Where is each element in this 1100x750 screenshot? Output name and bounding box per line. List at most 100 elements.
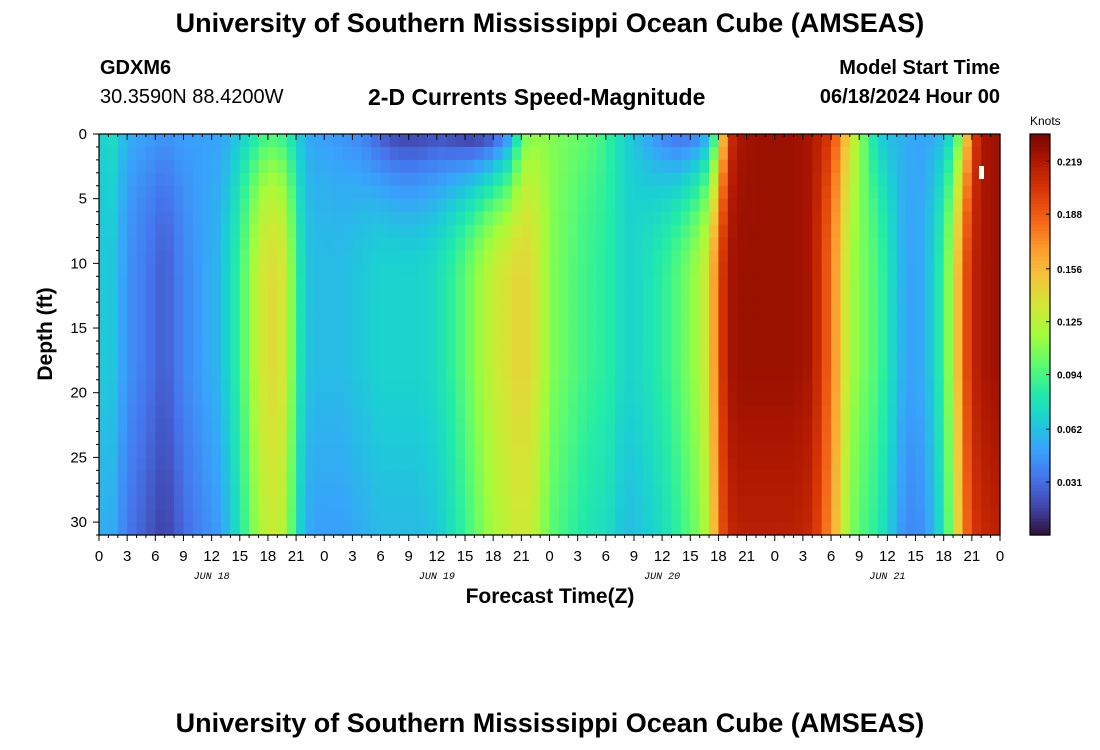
colorbar-band	[1030, 464, 1050, 469]
colorbar-band	[1030, 408, 1050, 412]
heatmap-cell	[502, 522, 513, 536]
heatmap-cell	[962, 444, 973, 458]
heatmap-cell	[314, 276, 325, 290]
heatmap-cell	[990, 134, 1001, 148]
heatmap-cell	[446, 457, 457, 471]
heatmap-cell	[258, 276, 269, 290]
heatmap-cell	[680, 366, 691, 381]
heatmap-cell	[943, 224, 954, 239]
heatmap-cell	[174, 405, 185, 420]
heatmap-cell	[652, 496, 663, 510]
heatmap-cell	[746, 328, 757, 342]
heatmap-cell	[530, 405, 541, 420]
heatmap-cell	[108, 379, 119, 394]
heatmap-cell	[596, 522, 607, 536]
heatmap-cell	[530, 237, 541, 252]
heatmap-cell	[981, 431, 992, 446]
heatmap-cell	[145, 470, 156, 484]
heatmap-cell	[99, 444, 109, 458]
heatmap-cell	[671, 444, 682, 458]
heatmap-cell	[727, 340, 738, 355]
heatmap-cell	[633, 392, 644, 407]
heatmap-cell	[849, 224, 860, 239]
heatmap-cell	[680, 431, 691, 446]
heatmap-cell	[361, 328, 372, 342]
heatmap-cell	[709, 392, 720, 407]
heatmap-cell	[953, 522, 964, 536]
heatmap-cell	[202, 146, 213, 161]
heatmap-cell	[483, 237, 494, 252]
heatmap-cell	[596, 483, 607, 497]
heatmap-cell	[784, 522, 795, 536]
heatmap-cell	[230, 353, 241, 368]
heatmap-cell	[493, 276, 504, 290]
heatmap-cell	[333, 483, 344, 497]
heatmap-cell	[699, 263, 710, 277]
heatmap-cell	[793, 340, 804, 355]
heatmap-cell	[258, 146, 269, 161]
heatmap-cell	[343, 483, 354, 497]
heatmap-cell	[174, 522, 185, 536]
heatmap-cell	[990, 315, 1001, 329]
heatmap-cell	[784, 457, 795, 471]
heatmap-cell	[587, 250, 598, 264]
heatmap-cell	[399, 237, 410, 252]
heatmap-cell	[371, 509, 382, 523]
colorbar-band	[1030, 411, 1050, 416]
heatmap-cell	[596, 172, 607, 187]
heatmap-cell	[709, 522, 720, 536]
heatmap-cell	[906, 250, 917, 264]
heatmap-cell	[662, 224, 673, 239]
heatmap-cell	[249, 392, 260, 407]
heatmap-cell	[314, 340, 325, 355]
heatmap-cell	[343, 366, 354, 381]
heatmap-cell	[502, 237, 513, 252]
heatmap-cell	[164, 418, 175, 433]
heatmap-cell	[455, 353, 466, 368]
heatmap-cell	[192, 198, 203, 213]
heatmap-cell	[859, 289, 870, 303]
heatmap-cell	[615, 444, 626, 458]
heatmap-cell	[136, 470, 147, 484]
heatmap-cell	[577, 522, 588, 536]
heatmap-cell	[267, 392, 278, 407]
heatmap-cell	[690, 405, 701, 420]
heatmap-cell	[802, 276, 813, 290]
heatmap-cell	[99, 366, 109, 381]
heatmap-cell	[333, 263, 344, 277]
heatmap-cell	[859, 405, 870, 420]
heatmap-cell	[549, 237, 560, 252]
heatmap-cell	[474, 418, 485, 433]
heatmap-cell	[755, 431, 766, 446]
heatmap-cell	[755, 276, 766, 290]
heatmap-cell	[258, 185, 269, 200]
heatmap-cell	[971, 457, 982, 471]
heatmap-cell	[277, 470, 288, 484]
heatmap-cell	[521, 405, 532, 420]
heatmap-cell	[155, 483, 166, 497]
heatmap-cell	[202, 276, 213, 290]
heatmap-cell	[868, 483, 879, 497]
heatmap-cell	[558, 444, 569, 458]
heatmap-cell	[221, 198, 231, 213]
heatmap-cell	[840, 237, 851, 252]
heatmap-cell	[230, 496, 241, 510]
heatmap-cell	[596, 276, 607, 290]
heatmap-cell	[258, 340, 269, 355]
heatmap-cell	[333, 159, 344, 174]
heatmap-cell	[971, 418, 982, 433]
heatmap-cell	[530, 470, 541, 484]
heatmap-cell	[277, 146, 288, 161]
heatmap-cell	[680, 198, 691, 213]
heatmap-cell	[296, 509, 307, 523]
heatmap-cell	[990, 159, 1001, 174]
heatmap-cell	[896, 340, 907, 355]
heatmap-cell	[493, 483, 504, 497]
heatmap-cell	[389, 418, 400, 433]
heatmap-cell	[277, 405, 288, 420]
heatmap-cell	[596, 198, 607, 213]
heatmap-cell	[249, 302, 260, 316]
heatmap-cell	[971, 353, 982, 368]
heatmap-cell	[502, 405, 513, 420]
heatmap-cell	[493, 198, 504, 213]
